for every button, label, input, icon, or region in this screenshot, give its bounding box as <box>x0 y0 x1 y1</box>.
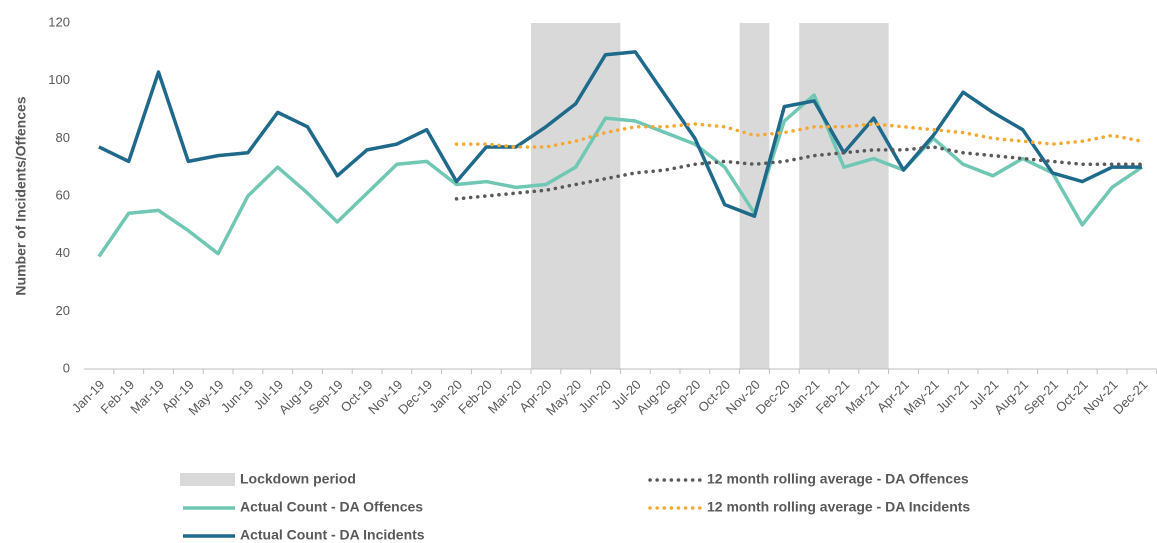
x-tick-label: Dec-19 <box>395 377 435 417</box>
x-tick-label: Dec-20 <box>753 377 793 417</box>
y-tick-label: 100 <box>48 72 70 87</box>
x-tick-label: Mar-21 <box>843 377 883 417</box>
y-tick-label: 0 <box>63 360 70 375</box>
legend-label: 12 month rolling average - DA Incidents <box>707 499 970 515</box>
y-tick-label: 120 <box>48 14 70 29</box>
series-line <box>454 122 1144 149</box>
legend-label: Lockdown period <box>240 471 356 487</box>
y-tick-label: 60 <box>56 187 70 202</box>
x-tick-label: Mar-19 <box>127 377 167 417</box>
x-tick-label: Jun-20 <box>575 377 614 416</box>
y-tick-label: 20 <box>56 303 70 318</box>
x-tick-label: Jun-21 <box>933 377 972 416</box>
legend-label: Actual Count - DA Incidents <box>240 527 425 543</box>
y-tick-label: 40 <box>56 245 70 260</box>
series-line <box>98 50 1142 218</box>
x-tick-label: Sep-20 <box>663 377 703 417</box>
lockdown-band <box>531 23 621 369</box>
y-tick-label: 80 <box>56 130 70 145</box>
lockdown-band <box>799 23 889 369</box>
series-line <box>454 145 1144 201</box>
x-tick-label: Sep-21 <box>1021 377 1061 417</box>
legend-swatch <box>180 473 235 486</box>
legend-label: Actual Count - DA Offences <box>240 499 423 515</box>
x-tick-label: Jun-19 <box>218 377 257 416</box>
x-tick-label: Mar-20 <box>485 377 525 417</box>
y-axis-label: Number of Incidents/Offences <box>13 96 29 295</box>
legend-label: 12 month rolling average - DA Offences <box>707 471 969 487</box>
x-tick-label: Sep-19 <box>306 377 346 417</box>
series-line <box>97 93 1143 258</box>
x-tick-label: Dec-21 <box>1110 377 1150 417</box>
